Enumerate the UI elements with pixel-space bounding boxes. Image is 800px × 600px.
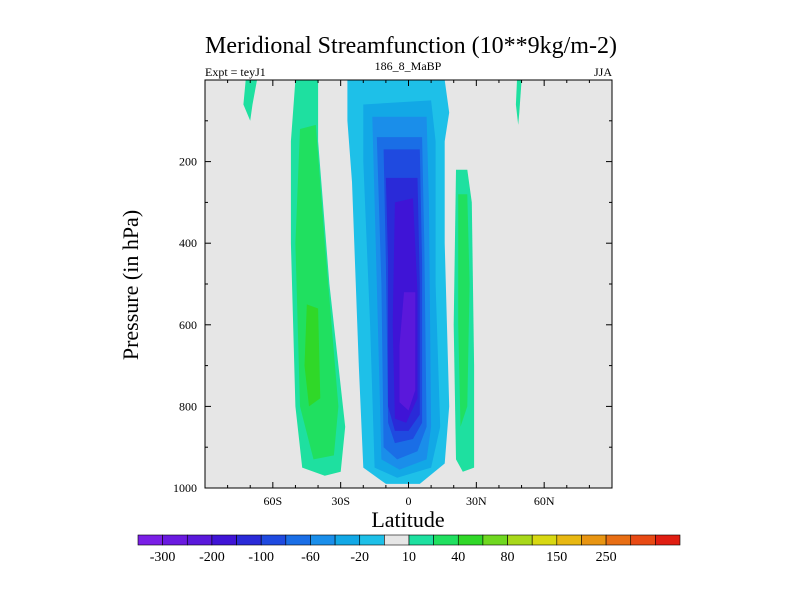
colorbar-swatch bbox=[359, 534, 385, 546]
colorbar-swatch bbox=[310, 534, 336, 546]
colorbar-swatch bbox=[655, 534, 681, 546]
colorbar-label: -300 bbox=[150, 550, 176, 565]
colorbar-swatch bbox=[408, 534, 434, 546]
subtitle-right: JJA bbox=[594, 65, 612, 79]
y-tick-label: 600 bbox=[179, 318, 197, 332]
x-tick-label: 30N bbox=[466, 494, 487, 508]
colorbar-swatch bbox=[433, 534, 459, 546]
colorbar-swatch bbox=[384, 534, 410, 546]
colorbar-swatch bbox=[556, 534, 582, 546]
x-axis-ticks: 60S 30S 0 30N 60N bbox=[227, 80, 590, 508]
colorbar-label: -20 bbox=[350, 550, 369, 565]
colorbar-label: -200 bbox=[199, 550, 225, 565]
x-axis-label: Latitude bbox=[371, 507, 444, 532]
colorbar-label: 10 bbox=[402, 550, 416, 565]
contour-region-equator-cell-8 bbox=[399, 292, 416, 411]
chart-title: Meridional Streamfunction (10**9kg/m-2) bbox=[205, 33, 617, 59]
colorbar-label: 250 bbox=[596, 550, 617, 565]
colorbar-swatch bbox=[211, 534, 237, 546]
colorbar-swatch bbox=[605, 534, 632, 546]
colorbar-swatch bbox=[285, 534, 311, 546]
colorbar-label: -60 bbox=[301, 550, 320, 565]
colorbar-swatch bbox=[531, 534, 558, 546]
y-tick-label: 200 bbox=[179, 155, 197, 169]
subtitle-left: Expt = teyJ1 bbox=[205, 65, 266, 79]
y-axis-label: Pressure (in hPa) bbox=[118, 210, 143, 360]
colorbar-swatch bbox=[334, 534, 361, 546]
contour-regions bbox=[243, 80, 522, 484]
contour-region-sh-highlat-patch bbox=[243, 80, 257, 121]
colorbar-swatch bbox=[137, 534, 163, 546]
colorbar-swatch bbox=[236, 534, 262, 546]
y-tick-label: 800 bbox=[179, 399, 197, 413]
colorbar-swatch bbox=[260, 534, 287, 546]
contour-region-nh-subtropical-inner bbox=[458, 194, 470, 427]
y-axis-ticks: 200 400 600 800 1000 bbox=[173, 120, 612, 495]
colorbar-swatch bbox=[482, 534, 508, 546]
colorbar-label: 150 bbox=[546, 550, 567, 565]
y-tick-label: 1000 bbox=[173, 481, 197, 495]
y-tick-label: 400 bbox=[179, 236, 197, 250]
colorbar-label: 80 bbox=[501, 550, 515, 565]
x-tick-label: 30S bbox=[331, 494, 350, 508]
colorbar-swatch bbox=[186, 534, 213, 546]
subtitle-center: 186_8_MaBP bbox=[375, 59, 442, 73]
x-tick-label: 60S bbox=[263, 494, 282, 508]
x-tick-label: 60N bbox=[534, 494, 555, 508]
colorbar: -300 -200 -100 -60 -20 10 40 80 150 250 bbox=[137, 534, 681, 565]
contour-region-nh-narrow-patch bbox=[515, 80, 522, 125]
colorbar-swatch bbox=[581, 534, 607, 546]
colorbar-swatch bbox=[457, 534, 484, 546]
contour-region-sh-core-cell bbox=[304, 304, 321, 407]
x-tick-label: 0 bbox=[406, 494, 412, 508]
colorbar-label: 40 bbox=[451, 550, 465, 565]
colorbar-swatch bbox=[507, 534, 533, 546]
colorbar-swatch bbox=[630, 534, 656, 546]
colorbar-swatch bbox=[162, 534, 188, 546]
colorbar-label: -100 bbox=[248, 550, 274, 565]
